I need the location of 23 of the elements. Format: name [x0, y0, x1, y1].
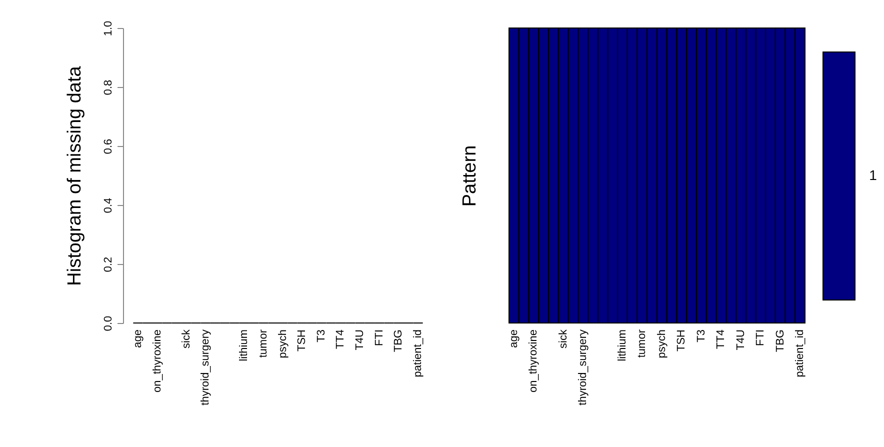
y-tick-label: 0.0 [102, 316, 114, 332]
x-tick-label: T4U [354, 329, 366, 350]
x-tick-label: tumor [258, 329, 270, 358]
text: Pattern [460, 145, 480, 207]
text: 1 [869, 167, 878, 183]
x-tick-label: TSH [296, 329, 308, 352]
y-tick-label: 0.4 [102, 198, 114, 214]
x-tick-label: lithium [238, 330, 250, 362]
x-tick-label: sick [180, 329, 192, 348]
y-tick-label: 1.0 [102, 20, 114, 36]
x-tick-label: on_thyroxine [151, 330, 164, 392]
x-tick-label: age [132, 330, 144, 348]
y-tick-label: 0.2 [102, 256, 114, 272]
x-tick-label: FTI [373, 330, 386, 346]
x-tick-label: TT4 [334, 330, 347, 350]
y-tick-label: 0.8 [102, 80, 114, 96]
x-tick-label: TBG [392, 330, 405, 352]
x-tick-label: psych [276, 330, 289, 358]
x-tick-label: thyroid_surgery [200, 329, 212, 406]
x-tick-label: T3 [315, 330, 328, 342]
y-tick-label: 0.6 [102, 138, 114, 154]
x-tick-label: patient_id [412, 330, 424, 378]
y-axis-title: Histogram of missing data [64, 66, 86, 286]
